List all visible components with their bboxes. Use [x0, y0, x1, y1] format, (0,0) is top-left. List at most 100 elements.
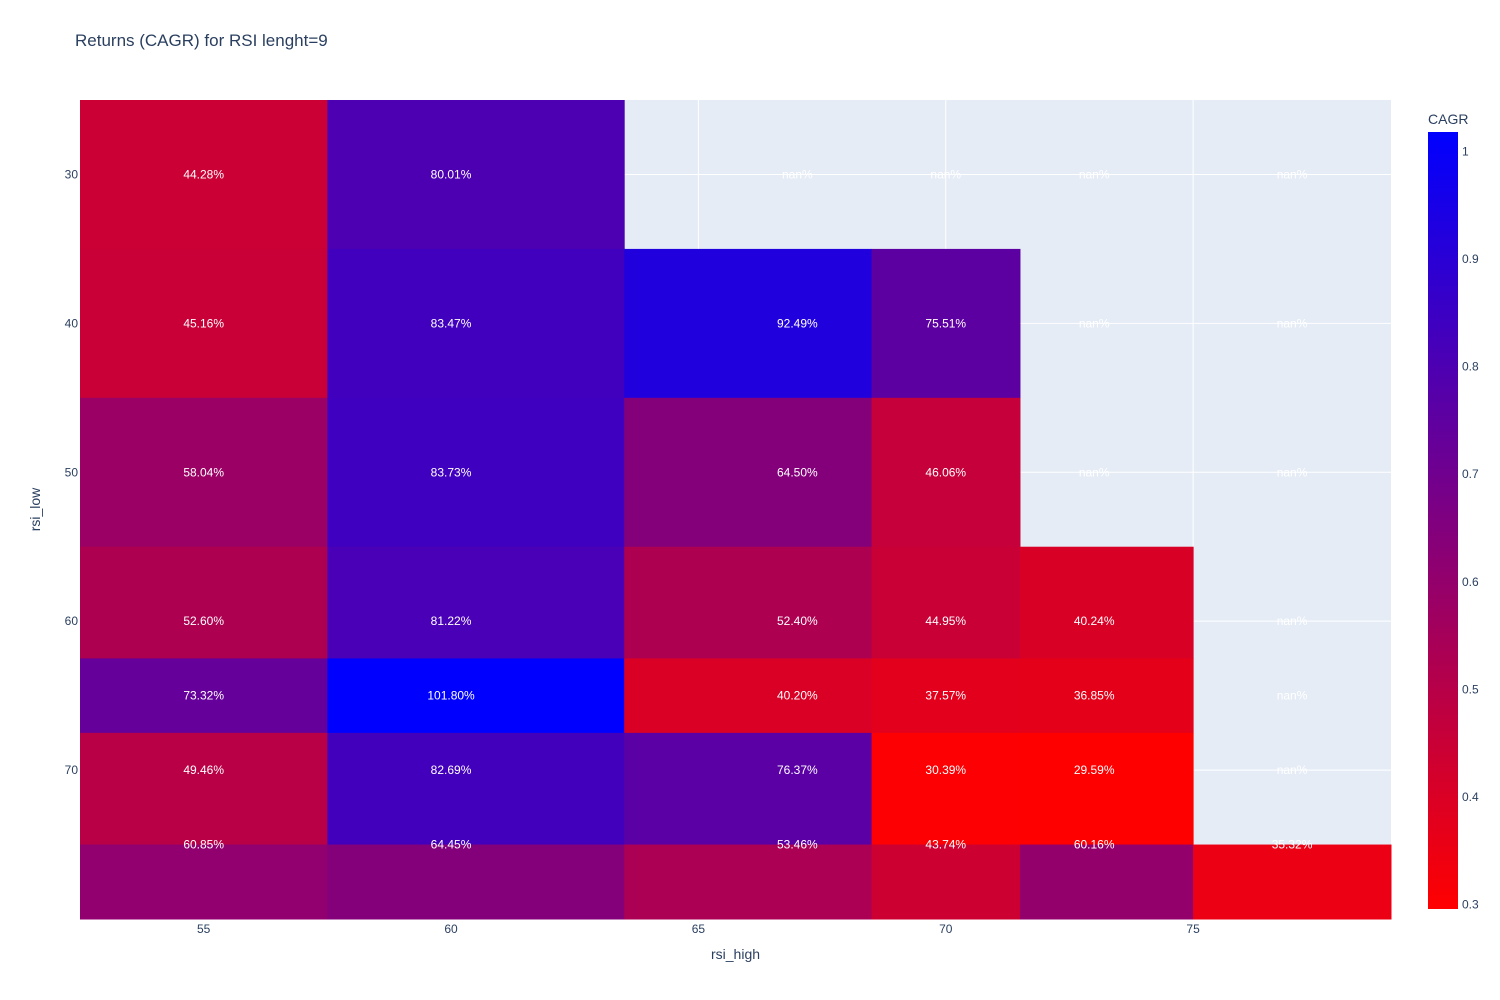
cell-value-label: 60.16% [1074, 838, 1115, 852]
cell-value-label: 29.59% [1074, 763, 1115, 777]
heatmap-cell [871, 248, 1021, 399]
heatmap-cell [80, 546, 328, 659]
cell-value-label: 60.85% [183, 838, 224, 852]
x-tick-label: 75 [1186, 922, 1200, 936]
cell-value-label: nan% [782, 167, 813, 181]
cell-value-label: 58.04% [183, 465, 224, 479]
colorbar-title: CAGR [1428, 111, 1468, 127]
heatmap-cell [327, 397, 625, 548]
colorbar-tick-label: 0.5 [1462, 682, 1479, 696]
heatmap-cell [327, 844, 625, 920]
cell-value-label: 40.20% [777, 689, 818, 703]
heatmap-cell [624, 658, 873, 734]
heatmap-cell [80, 248, 328, 399]
cell-value-label: 64.50% [777, 465, 818, 479]
heatmap-cell [80, 658, 328, 734]
cell-value-label: 81.22% [431, 614, 472, 628]
heatmap-cell [1019, 844, 1194, 920]
heatmap-cell [624, 732, 873, 846]
heatmap-cell [871, 658, 1021, 734]
cell-value-label: nan% [930, 167, 961, 181]
cell-value-label: 43.74% [925, 838, 966, 852]
heatmap-cells [80, 100, 1392, 920]
cell-value-label: nan% [1277, 167, 1308, 181]
cell-value-label: 46.06% [925, 465, 966, 479]
cell-value-label: 83.73% [431, 465, 472, 479]
cell-value-label: 44.95% [925, 614, 966, 628]
heatmap-cell [80, 732, 328, 846]
cell-value-label: 40.24% [1074, 614, 1115, 628]
x-tick-label: 60 [444, 922, 458, 936]
cell-value-label: 82.69% [431, 763, 472, 777]
heatmap-cell [327, 732, 625, 846]
cell-value-label: nan% [1277, 316, 1308, 330]
cell-value-label: 76.37% [777, 763, 818, 777]
heatmap-cell [871, 397, 1021, 548]
cell-value-label: nan% [1277, 763, 1308, 777]
cell-value-label: nan% [1277, 689, 1308, 703]
cell-value-label: 83.47% [431, 316, 472, 330]
y-axis-ticks: 30 40 50 60 70 [65, 167, 79, 777]
cell-value-label: 30.39% [925, 763, 966, 777]
heatmap-cell [80, 100, 328, 250]
cell-value-label: nan% [1277, 614, 1308, 628]
y-tick-label: 30 [65, 167, 79, 181]
x-tick-label: 65 [692, 922, 706, 936]
cell-labels: 44.28% 80.01% nan% nan% nan% nan% 45.16% 83.47%… [183, 167, 1312, 851]
cell-value-label: 92.49% [777, 316, 818, 330]
heatmap-cell [1019, 658, 1194, 734]
heatmap-cell [624, 546, 873, 659]
chart-title: Returns (CAGR) for RSI lenght=9 [75, 31, 328, 50]
x-tick-label: 70 [939, 922, 953, 936]
cell-value-label: 53.46% [777, 838, 818, 852]
heatmap-cell [1019, 546, 1194, 659]
colorbar [1428, 132, 1458, 909]
y-axis-title: rsi_low [27, 487, 43, 531]
heatmap-cell [327, 248, 625, 399]
colorbar-tick-label: 1 [1462, 144, 1469, 158]
cell-value-label: 45.16% [183, 316, 224, 330]
heatmap-cell [327, 100, 625, 250]
colorbar-tick-label: 0.7 [1462, 467, 1479, 481]
colorbar-tick-label: 0.9 [1462, 252, 1479, 266]
colorbar-tick-label: 0.4 [1462, 790, 1479, 804]
heatmap-cell [80, 397, 328, 548]
heatmap-cell [1193, 844, 1392, 920]
cell-value-label: nan% [1079, 465, 1110, 479]
cell-value-label: 64.45% [431, 838, 472, 852]
x-axis-title: rsi_high [711, 946, 760, 962]
heatmap-cell [871, 546, 1021, 659]
x-tick-label: 55 [197, 922, 211, 936]
cell-value-label: nan% [1277, 465, 1308, 479]
cell-value-label: 73.32% [183, 689, 224, 703]
heatmap-cell [624, 397, 873, 548]
colorbar-ticks: 0.3 0.4 0.5 0.6 0.7 0.8 0.9 1 [1462, 144, 1479, 911]
cell-value-label: 49.46% [183, 763, 224, 777]
heatmap-cell [327, 546, 625, 659]
y-tick-label: 60 [65, 614, 79, 628]
cell-value-label: nan% [1079, 316, 1110, 330]
x-axis-ticks: 55 60 65 70 75 [197, 922, 1200, 936]
cell-value-label: 80.01% [431, 167, 472, 181]
cell-value-label: 37.57% [925, 689, 966, 703]
cell-value-label: 75.51% [925, 316, 966, 330]
cell-value-label: nan% [1079, 167, 1110, 181]
colorbar-tick-label: 0.6 [1462, 575, 1479, 589]
y-tick-label: 50 [65, 465, 79, 479]
cell-value-label: 101.80% [427, 689, 475, 703]
cell-value-label: 52.60% [183, 614, 224, 628]
y-tick-label: 40 [65, 316, 79, 330]
colorbar-tick-label: 0.8 [1462, 360, 1479, 374]
heatmap-cell [1019, 732, 1194, 846]
y-tick-label: 70 [65, 763, 79, 777]
cell-value-label: 52.40% [777, 614, 818, 628]
colorbar-tick-label: 0.3 [1462, 898, 1479, 912]
cell-value-label: 36.85% [1074, 689, 1115, 703]
heatmap-cell [871, 844, 1021, 920]
heatmap-cell [871, 732, 1021, 846]
heatmap-cell [624, 844, 873, 920]
heatmap-cell [80, 844, 328, 920]
cell-value-label: 44.28% [183, 167, 224, 181]
cell-value-label: 35.32% [1272, 838, 1313, 852]
